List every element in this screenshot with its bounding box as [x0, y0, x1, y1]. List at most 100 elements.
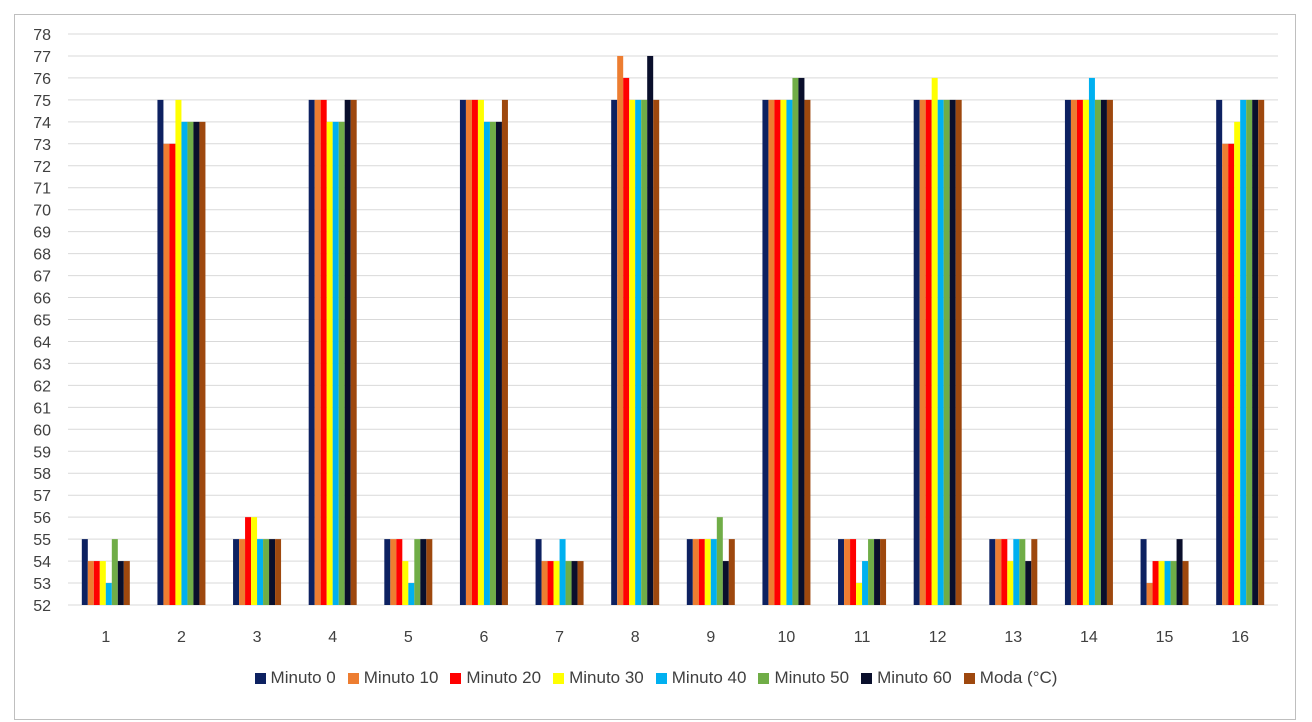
bar	[350, 99, 357, 605]
y-tick-label: 62	[33, 378, 51, 395]
y-tick-label: 59	[33, 444, 51, 461]
bar	[169, 143, 176, 606]
bar	[541, 561, 548, 605]
legend-item: Minuto 40	[655, 668, 747, 688]
y-tick-label: 58	[33, 466, 51, 483]
bar	[308, 99, 315, 605]
bar	[477, 99, 484, 605]
bar	[804, 99, 811, 605]
bar	[780, 99, 787, 605]
legend-swatch	[963, 672, 975, 684]
x-axis-ticks: 1 2 3 4 5 6 7 8 9 10 11 12 13 14 15 16	[101, 629, 1249, 646]
bar	[1216, 99, 1223, 605]
x-tick-label: 16	[1231, 629, 1249, 646]
bar	[251, 517, 258, 605]
bar	[87, 561, 94, 605]
y-tick-label: 60	[33, 422, 51, 439]
bar	[1252, 99, 1259, 605]
bar	[856, 583, 863, 605]
bar	[314, 99, 321, 605]
y-tick-label: 70	[33, 203, 51, 220]
bar	[181, 121, 188, 605]
bar	[547, 561, 554, 605]
bar	[1158, 561, 1165, 605]
bar	[402, 561, 409, 605]
bar	[233, 539, 240, 605]
x-tick-label: 10	[778, 629, 796, 646]
bar	[338, 121, 345, 605]
legend-label: Minuto 10	[363, 668, 439, 687]
bar	[623, 77, 630, 605]
x-tick-label: 8	[631, 629, 640, 646]
bar	[459, 99, 466, 605]
bar	[471, 99, 478, 605]
y-tick-label: 73	[33, 137, 51, 154]
bar	[535, 539, 542, 605]
bar	[1234, 121, 1241, 605]
y-tick-label: 52	[33, 598, 51, 615]
bar	[426, 539, 433, 605]
y-tick-label: 72	[33, 159, 51, 176]
bar	[641, 99, 648, 605]
bar	[187, 121, 194, 605]
bar	[489, 121, 496, 605]
bar	[193, 121, 200, 605]
bar	[1031, 539, 1038, 605]
bar	[1182, 561, 1189, 605]
bar	[420, 539, 427, 605]
bar	[629, 99, 636, 605]
bar	[686, 539, 693, 605]
bar	[1025, 561, 1032, 605]
bar	[774, 99, 781, 605]
bar	[396, 539, 403, 605]
bar	[710, 539, 717, 605]
bar	[577, 561, 584, 605]
bar	[344, 99, 351, 605]
y-tick-label: 76	[33, 71, 51, 88]
legend-label: Minuto 30	[569, 668, 644, 687]
legend-item: Minuto 30	[553, 668, 644, 688]
bar	[105, 583, 112, 605]
bar	[1146, 583, 1153, 605]
bar	[245, 517, 252, 605]
legend-label: Moda (°C)	[979, 668, 1058, 687]
legend-label: Minuto 40	[671, 668, 747, 687]
bar	[844, 539, 851, 605]
y-tick-label: 64	[33, 334, 51, 351]
bar	[704, 539, 711, 605]
legend-swatch	[655, 672, 667, 684]
bar	[955, 99, 962, 605]
bar	[559, 539, 566, 605]
bar	[728, 539, 735, 605]
bar	[1176, 539, 1183, 605]
bar	[565, 561, 572, 605]
bar	[117, 561, 124, 605]
x-tick-label: 14	[1080, 629, 1098, 646]
bar	[617, 55, 624, 605]
legend-label: Minuto 0	[270, 668, 336, 687]
bar	[157, 99, 164, 605]
bar	[332, 121, 339, 605]
x-tick-label: 9	[706, 629, 715, 646]
bar	[257, 539, 264, 605]
bar	[111, 539, 118, 605]
bar	[792, 77, 799, 605]
bar	[995, 539, 1002, 605]
bar	[1019, 539, 1026, 605]
bar	[571, 561, 578, 605]
bar	[1064, 99, 1071, 605]
x-tick-label: 11	[854, 629, 871, 646]
x-tick-label: 3	[253, 629, 262, 646]
bar	[553, 561, 560, 605]
y-axis-ticks: 52 53 54 55 56 57 58 59 60 61 62 63 64 65 66 67 68 69 70 71…	[33, 27, 51, 615]
bar	[635, 99, 642, 605]
bar	[239, 539, 246, 605]
bar	[1106, 99, 1113, 605]
y-tick-label: 67	[33, 269, 51, 286]
y-tick-label: 63	[33, 356, 51, 373]
y-tick-label: 71	[33, 181, 51, 198]
bar	[414, 539, 421, 605]
bar	[850, 539, 857, 605]
bar	[943, 99, 950, 605]
